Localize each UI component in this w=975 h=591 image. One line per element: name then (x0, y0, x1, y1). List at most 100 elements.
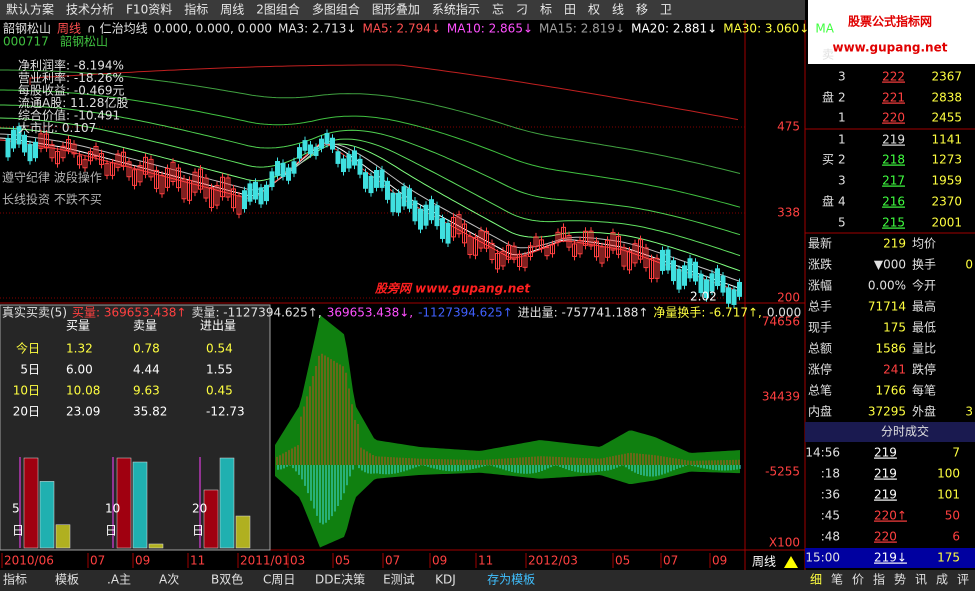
book-level: 3 (838, 174, 846, 188)
fundamental: 每股收益: -0.469元 (18, 83, 125, 98)
candle (451, 216, 456, 238)
toolbar-button[interactable]: 移 (636, 3, 648, 17)
candle (33, 141, 38, 159)
trade-price: 219 (874, 446, 897, 460)
candle (423, 204, 429, 226)
tab[interactable]: .A主 (107, 573, 131, 587)
tab[interactable]: 模板 (55, 573, 79, 587)
book-volume: 2370 (931, 195, 962, 209)
book-volume: 1273 (931, 153, 962, 167)
price-label: 200 (777, 291, 800, 305)
tab-bar (0, 570, 805, 591)
date-label: 07 (385, 554, 400, 568)
indicator-legend: 买量: 369653.438↑ (72, 306, 186, 320)
tab[interactable]: DDE决策 (315, 573, 365, 587)
candle (363, 172, 368, 189)
book-volume: 2001 (931, 216, 962, 230)
toolbar-button[interactable]: 系统指示 (432, 2, 480, 17)
toolbar-button[interactable]: 卫 (660, 3, 672, 17)
stat-label: 今开 (912, 278, 936, 293)
candle (566, 235, 572, 248)
price-label: 475 (777, 120, 800, 134)
candle (665, 249, 671, 271)
toolbar-button[interactable]: 指标 (184, 2, 208, 17)
toolbar-button[interactable]: F10资料 (126, 3, 172, 17)
toolbar-button[interactable]: 刁 (516, 3, 528, 17)
indicator-legend: 真实买卖(5) (2, 305, 67, 320)
candle (374, 170, 379, 188)
tab[interactable]: B双色 (211, 573, 243, 587)
side-tab[interactable]: 成 (936, 573, 948, 587)
stat-label: 换手 (912, 258, 936, 272)
table-header: 进出量 (200, 319, 236, 333)
tab[interactable]: 指标 (3, 572, 27, 587)
candle (132, 169, 137, 186)
candle (429, 199, 434, 221)
mini-bar (235, 515, 251, 549)
candle (93, 146, 99, 157)
tab[interactable]: 存为模板 (487, 573, 535, 587)
candle (709, 273, 715, 292)
toolbar-button[interactable]: 多图组合 (312, 2, 360, 17)
period-button[interactable]: 周线 (752, 555, 776, 569)
candle (99, 153, 104, 165)
side-tab[interactable]: 价 (852, 573, 864, 587)
tab[interactable]: E测试 (383, 572, 415, 587)
side-tab[interactable]: 笔 (831, 572, 843, 587)
toolbar-button[interactable]: 图形叠加 (372, 3, 420, 17)
side-tab[interactable]: 指 (873, 572, 885, 587)
candle (478, 230, 484, 249)
candle (88, 151, 93, 162)
book-price: 215 (882, 216, 905, 230)
book-level: 1 (838, 111, 846, 125)
toolbar-button[interactable]: 权 (588, 3, 600, 17)
candle (357, 158, 363, 175)
toolbar-button[interactable]: 默认方案 (6, 2, 54, 17)
candle (660, 249, 665, 271)
indicator-area (275, 315, 740, 548)
candle (209, 187, 214, 208)
side-tab[interactable]: 评 (957, 573, 969, 587)
candle (297, 147, 302, 159)
candle (82, 159, 88, 169)
date-label: 07 (663, 554, 678, 568)
side-tab[interactable]: 势 (894, 573, 906, 587)
candle (555, 231, 561, 243)
tab[interactable]: A次 (159, 573, 179, 587)
book-price: 221 (882, 91, 905, 105)
candle (214, 184, 220, 206)
side-tab[interactable]: 讯 (915, 573, 927, 587)
tab[interactable]: C周日 (263, 573, 295, 587)
mini-bar (132, 461, 148, 549)
tab[interactable]: KDJ (435, 573, 456, 587)
side-tab[interactable]: 细 (810, 573, 822, 587)
candle (583, 230, 588, 246)
toolbar-button[interactable]: 技术分析 (66, 3, 114, 17)
book-volume: 2455 (931, 111, 962, 125)
trade-volume: 100 (937, 467, 960, 481)
candle (500, 250, 506, 267)
candle (159, 174, 165, 195)
candle (198, 168, 203, 190)
toolbar-button[interactable]: 标 (540, 3, 552, 17)
toolbar-button[interactable]: 忘 (492, 2, 504, 17)
book-price: 219 (882, 133, 905, 147)
candle (627, 250, 632, 271)
toolbar-button[interactable]: 线 (612, 3, 624, 17)
stat-value: 37295 (868, 405, 906, 419)
toolbar-button[interactable]: 2图组合 (256, 2, 300, 17)
candle (286, 167, 291, 181)
table-cell: 0.78 (133, 342, 160, 356)
candle (731, 289, 737, 305)
candle (720, 275, 726, 293)
candle (137, 165, 143, 183)
toolbar-button[interactable]: 周线 (220, 3, 244, 17)
chart-watermark: 股旁网 www.gupang.net (374, 282, 531, 296)
candle (264, 184, 269, 202)
candle (434, 205, 440, 227)
candle (605, 239, 610, 258)
toolbar-button[interactable]: 田 (564, 3, 576, 17)
ma-legend: 韶钢松山 (3, 21, 51, 36)
